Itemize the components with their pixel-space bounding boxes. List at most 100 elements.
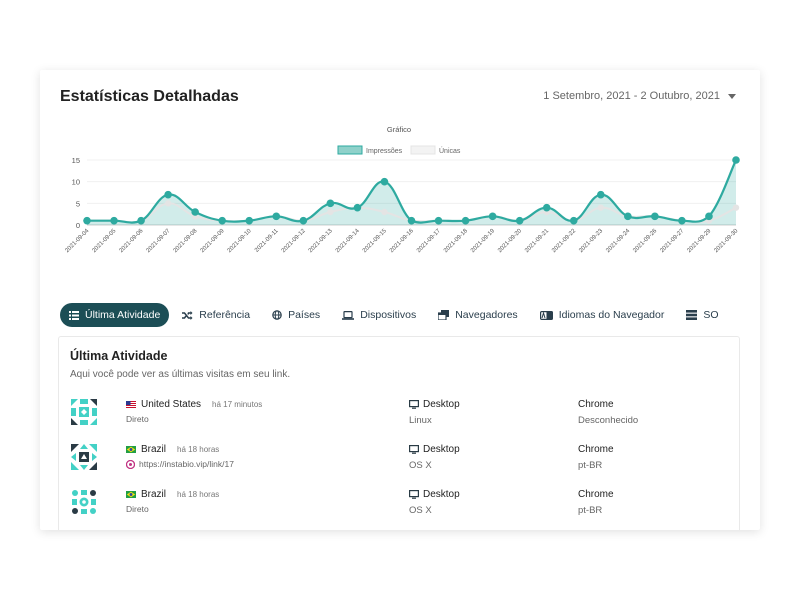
chart-grid (87, 159, 736, 226)
shuffle-icon (182, 310, 193, 320)
x-tick-label: 2021-09-14 (335, 228, 361, 254)
data-point-impressoes[interactable] (596, 190, 605, 199)
data-point-impressoes[interactable] (218, 216, 227, 225)
x-tick-label: 2021-09-10 (227, 228, 253, 254)
instabio-logo-icon (126, 459, 135, 469)
date-range-picker[interactable]: 1 Setembro, 2021 - 2 Outubro, 2021 (543, 90, 736, 102)
referrer-link[interactable]: https://instabio.vip/link/17 (139, 459, 234, 469)
page-title: Estatísticas Detalhadas (60, 88, 239, 105)
data-point-impressoes[interactable] (272, 212, 281, 221)
monitor-icon (409, 490, 419, 499)
data-point-impressoes[interactable] (542, 203, 551, 212)
data-point-impressoes[interactable] (353, 203, 362, 212)
data-point-impressoes[interactable] (380, 177, 389, 186)
x-tick-label: 2021-09-08 (173, 228, 199, 254)
data-point-impressoes[interactable] (245, 216, 254, 225)
panel-subtitle: Aqui você pode ver as últimas visitas em… (70, 369, 291, 380)
y-axis-ticks: 0 5 10 15 (72, 156, 80, 230)
y-tick-label: 15 (72, 156, 80, 165)
tab-dispositivos[interactable]: Dispositivos (333, 303, 425, 327)
visit-browser: Chrome Desconhecido (578, 399, 638, 426)
data-point-unicas[interactable] (327, 208, 334, 216)
data-point-impressoes[interactable] (434, 216, 443, 225)
x-tick-label: 2021-09-04 (64, 228, 90, 254)
referrer: Direto (126, 504, 149, 514)
tab-navegadores[interactable]: Navegadores (429, 303, 526, 327)
tab-label: Última Atividade (85, 309, 161, 321)
tab-ultima-atividade[interactable]: Última Atividade (60, 303, 170, 327)
x-tick-label: 2021-09-07 (146, 228, 172, 254)
data-point-impressoes[interactable] (461, 216, 470, 225)
visit-time: há 18 horas (177, 490, 220, 499)
x-tick-label: 2021-09-18 (443, 228, 469, 254)
activity-panel: Última Atividade Aqui você pode ver as ú… (58, 336, 740, 530)
chart-title: Gráfico (387, 125, 411, 134)
visitor-avatar (71, 489, 97, 515)
data-point-impressoes[interactable] (110, 216, 118, 225)
data-point-impressoes[interactable] (407, 216, 416, 225)
server-icon (686, 310, 698, 320)
visit-browser: Chrome pt-BR (578, 489, 614, 516)
legend-swatch-impressoes[interactable] (337, 145, 363, 155)
os-name: OS X (409, 505, 432, 516)
visit-time: há 17 minutos (212, 400, 263, 409)
visit-location: United States há 17 minutos Direto (126, 399, 262, 424)
globe-icon (272, 310, 282, 320)
visit-device: Desktop Linux (409, 399, 460, 426)
series-points-impressoes (83, 156, 740, 225)
y-tick-label: 10 (72, 178, 80, 187)
panel-title: Última Atividade (70, 349, 168, 363)
data-point-impressoes[interactable] (651, 212, 659, 221)
tab-label: SO (703, 309, 719, 321)
x-tick-label: 2021-09-06 (119, 228, 145, 254)
monitor-icon (409, 445, 419, 454)
x-tick-label: 2021-09-13 (308, 228, 334, 254)
activity-row: United States há 17 minutos Direto Deskt… (59, 399, 739, 439)
tab-idiomas-navegador[interactable]: Idiomas do Navegador (531, 303, 674, 327)
data-point-impressoes[interactable] (624, 212, 632, 221)
data-point-impressoes[interactable] (678, 216, 686, 225)
tab-referencia[interactable]: Referência (173, 303, 259, 327)
language-icon (539, 310, 553, 320)
legend-label-unicas[interactable]: Únicas (439, 146, 461, 155)
caret-down-icon (728, 93, 736, 99)
tab-label: Dispositivos (360, 309, 417, 321)
us-flag-icon (126, 401, 136, 408)
data-point-impressoes[interactable] (83, 216, 91, 225)
data-point-impressoes[interactable] (299, 216, 308, 225)
data-point-impressoes[interactable] (191, 208, 199, 216)
visit-device: Desktop OS X (409, 444, 460, 471)
device-name: Desktop (423, 444, 460, 455)
y-tick-label: 5 (76, 199, 80, 208)
tab-label: Referência (199, 309, 251, 321)
x-tick-label: 2021-09-29 (686, 228, 712, 254)
x-tick-label: 2021-09-19 (470, 228, 496, 254)
tab-label: Idiomas do Navegador (558, 309, 665, 321)
x-axis-ticks: 2021-09-04 2021-09-05 2021-09-06 2021-09-07… (64, 228, 739, 254)
data-point-impressoes[interactable] (164, 190, 172, 199)
os-name: Linux (409, 415, 432, 426)
data-point-unicas[interactable] (164, 200, 172, 207)
tab-so[interactable]: SO (677, 303, 727, 327)
window-icon (438, 310, 450, 320)
data-point-impressoes[interactable] (326, 199, 335, 208)
data-point-impressoes[interactable] (488, 212, 497, 221)
visitor-avatar (71, 444, 97, 470)
tab-paises[interactable]: Países (263, 303, 329, 327)
data-point-unicas[interactable] (381, 208, 388, 216)
legend-swatch-unicas[interactable] (410, 145, 436, 155)
data-point-unicas[interactable] (732, 204, 740, 211)
data-point-impressoes[interactable] (569, 216, 578, 225)
browser-name: Chrome (578, 399, 614, 410)
x-tick-label: 2021-09-16 (389, 228, 415, 254)
browser-language: Desconhecido (578, 415, 639, 426)
visit-time: há 18 horas (177, 445, 220, 454)
data-point-impressoes[interactable] (705, 212, 713, 221)
data-point-unicas[interactable] (597, 204, 604, 211)
data-point-impressoes[interactable] (732, 156, 740, 164)
data-point-impressoes[interactable] (515, 216, 524, 225)
legend-label-impressoes[interactable]: Impressões (366, 148, 403, 155)
os-name: OS X (409, 460, 432, 471)
line-chart: Gráfico Impressões Únicas 0 5 10 15 2021-09… (64, 125, 740, 254)
data-point-impressoes[interactable] (137, 216, 145, 225)
